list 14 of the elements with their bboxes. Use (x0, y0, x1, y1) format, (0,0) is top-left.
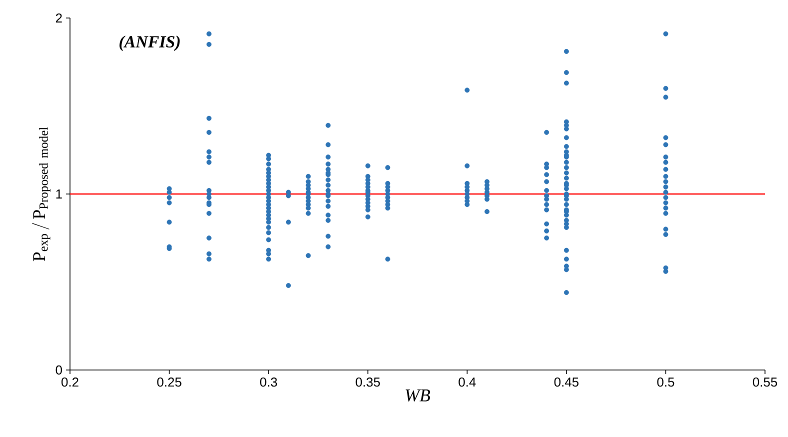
y-tick-label: 0 (56, 365, 62, 375)
x-tick-label: 0.3 (260, 378, 278, 387)
x-tick-label: 0.5 (657, 378, 674, 387)
y-tick-label: 1 (56, 190, 62, 198)
y-axis-title: $\mathrm{P}_{\mathrm{exp}}\,/\,\mathrm{P}_{\mathrm{Proposed\ model}}$ (32, 127, 50, 262)
x-tick-label: 0.2 (62, 378, 78, 387)
x-tick-label: 0.4 (458, 378, 476, 387)
x-tick-label: 0.25 (157, 378, 182, 387)
x-tick-label: 0.35 (356, 378, 380, 387)
x-tick-label: 0.45 (554, 378, 578, 387)
annotation: (ANFIS) (120, 36, 180, 51)
x-tick-label: 0.55 (752, 378, 778, 387)
y-tick-label: 2 (56, 13, 62, 23)
x-axis-title: WB (406, 390, 430, 402)
